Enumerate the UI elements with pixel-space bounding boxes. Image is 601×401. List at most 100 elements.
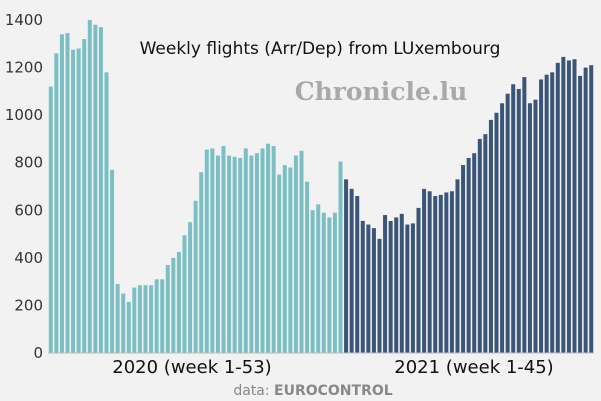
bar-2020-week-5	[71, 49, 76, 353]
bar-2020-week-22	[165, 264, 170, 353]
bar-2020-week-52	[332, 212, 337, 353]
bar-2020-week-33	[227, 155, 232, 353]
bar-2020-week-32	[221, 146, 226, 353]
bar-2021-week-4	[360, 220, 365, 353]
bar-2021-week-5	[366, 224, 371, 353]
bar-2021-week-27	[488, 119, 493, 354]
bar-2020-week-30	[210, 148, 215, 353]
bar-2020-week-40	[266, 143, 271, 353]
bar-2020-week-17	[137, 285, 142, 353]
bar-2020-week-49	[316, 204, 321, 353]
bar-2021-week-32	[516, 88, 521, 353]
bar-2021-week-24	[472, 153, 477, 353]
bar-2021-week-33	[522, 77, 527, 353]
bar-2021-week-40	[561, 56, 566, 354]
y-tick-label: 1400	[5, 11, 43, 29]
y-tick-label: 400	[14, 249, 43, 267]
bar-2021-week-7	[377, 238, 382, 353]
bar-2020-week-27	[193, 200, 198, 353]
chart-title: Weekly flights (Arr/Dep) from LUxembourg	[140, 39, 501, 59]
bar-2021-week-21	[455, 179, 460, 353]
bar-2020-week-20	[154, 279, 159, 353]
y-tick-label: 1200	[5, 59, 43, 77]
bar-2021-week-23	[466, 157, 471, 353]
bar-2020-week-6	[76, 48, 81, 353]
bar-2021-week-41	[566, 60, 571, 353]
bar-2021-week-34	[527, 103, 532, 353]
bar-2021-week-14	[416, 207, 421, 353]
bar-2020-week-46	[299, 150, 304, 353]
bar-2021-week-15	[422, 188, 427, 353]
bar-2021-week-22	[461, 165, 466, 353]
bar-2020-week-3	[59, 34, 64, 354]
bar-2020-week-38	[254, 153, 259, 353]
bar-2021-week-45	[589, 65, 594, 353]
bar-2020-week-45	[293, 155, 298, 353]
bar-2021-week-42	[572, 59, 577, 353]
bar-2020-week-25	[182, 235, 187, 353]
bar-2020-week-14	[121, 293, 126, 353]
bar-2020-week-2	[54, 53, 59, 354]
bar-2020-week-11	[104, 72, 109, 353]
bar-2020-week-18	[143, 285, 148, 353]
bars	[48, 20, 594, 354]
watermark-logo: Chronicle.lu	[295, 77, 468, 106]
bar-2020-week-41	[271, 146, 276, 353]
data-credit-source: EUROCONTROL	[274, 383, 393, 399]
bar-2020-week-34	[232, 156, 237, 353]
bar-2020-week-15	[126, 301, 131, 353]
bar-2020-week-26	[188, 222, 193, 353]
bar-2021-week-38	[550, 72, 555, 353]
bar-2021-week-19	[444, 192, 449, 353]
y-tick-label: 600	[14, 201, 43, 219]
y-axis: 0 200 400 600 800 1000 1200 1400	[5, 11, 43, 362]
bar-2020-week-48	[310, 210, 315, 353]
data-credit: data: EUROCONTROL	[233, 383, 392, 399]
bar-2020-week-53	[338, 161, 343, 353]
bar-2020-week-47	[305, 181, 310, 353]
bar-2020-week-8	[87, 20, 92, 353]
bar-2021-week-44	[583, 67, 588, 353]
bar-2021-week-11	[399, 213, 404, 353]
bar-2021-week-9	[388, 220, 393, 353]
bar-2021-week-29	[500, 103, 505, 353]
bar-2020-week-12	[110, 169, 115, 353]
bar-2020-week-44	[288, 167, 293, 353]
bar-2021-week-18	[438, 194, 443, 353]
bar-2020-week-21	[160, 279, 165, 353]
bar-2020-week-50	[321, 212, 326, 353]
bar-2020-week-43	[282, 165, 287, 353]
bar-2020-week-24	[176, 251, 181, 353]
bar-2020-week-28	[199, 172, 204, 353]
bar-2020-week-4	[65, 33, 70, 353]
bar-2020-week-31	[215, 155, 220, 353]
bar-2021-week-31	[511, 84, 516, 353]
bar-2021-week-39	[555, 62, 560, 354]
y-tick-label: 200	[14, 296, 43, 314]
bar-2020-week-37	[249, 155, 254, 353]
bar-2021-week-12	[405, 224, 410, 353]
bar-2020-week-13	[115, 284, 120, 353]
bar-2020-week-1	[48, 86, 53, 353]
bar-2021-week-17	[433, 196, 438, 353]
bar-2020-week-29	[204, 149, 209, 353]
bar-2020-week-51	[327, 217, 332, 353]
bar-2021-week-30	[505, 93, 510, 354]
bar-2020-week-10	[98, 27, 103, 353]
bar-2020-week-39	[260, 148, 265, 353]
bar-2021-week-2	[349, 188, 354, 353]
bar-2021-week-10	[394, 217, 399, 353]
bar-2021-week-43	[578, 75, 583, 354]
bar-2021-week-37	[544, 74, 549, 354]
bar-2020-week-23	[171, 257, 176, 353]
data-credit-prefix: data:	[233, 383, 274, 399]
bar-2021-week-8	[383, 215, 388, 353]
bar-2020-week-9	[93, 24, 98, 353]
bar-2020-week-35	[238, 157, 243, 353]
bar-2021-week-16	[427, 191, 432, 353]
period-label-2020: 2020 (week 1-53)	[112, 357, 271, 378]
bar-2020-week-36	[243, 148, 248, 353]
period-label-2021: 2021 (week 1-45)	[394, 357, 553, 378]
bar-2021-week-35	[533, 99, 538, 354]
